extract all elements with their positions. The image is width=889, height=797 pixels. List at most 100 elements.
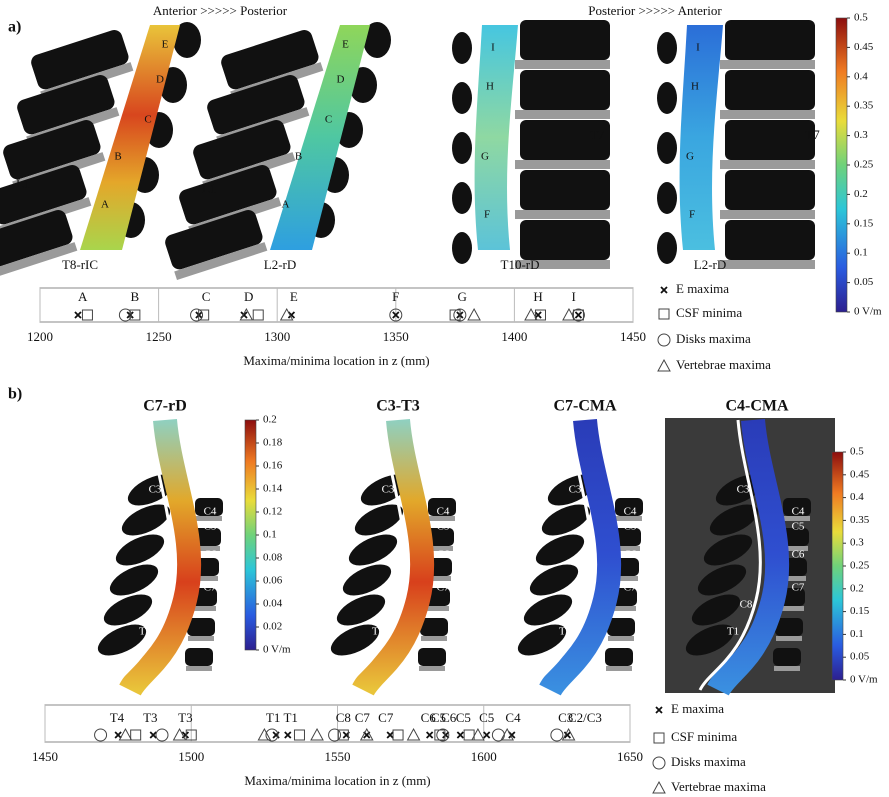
vertebral-body <box>97 624 147 656</box>
posterior-element <box>195 498 223 516</box>
region-marker: F <box>689 209 695 221</box>
colorbar <box>835 17 848 313</box>
level-label: C5 <box>437 521 450 533</box>
spine-image: T7 I H G F <box>452 20 610 269</box>
region-marker: I <box>696 42 700 54</box>
region-marker: H <box>691 81 699 93</box>
x-axis-label: Maxima/minima location in z (mm) <box>243 353 429 368</box>
posterior-element <box>605 648 633 666</box>
marker-triangle <box>524 307 538 321</box>
process <box>657 232 677 264</box>
disk <box>780 576 806 581</box>
spine-image: C3 C4 C5 C6 C7 C8 T1 <box>97 418 223 697</box>
colorbar-tick-label: 0.15 <box>854 217 874 229</box>
marker-triangle <box>239 307 254 321</box>
disk <box>194 546 220 551</box>
dura <box>698 419 762 691</box>
level-annotation: C6 <box>421 710 437 725</box>
marker-square <box>129 309 141 321</box>
vertebral-body <box>529 564 579 596</box>
vertebral-body <box>121 504 171 536</box>
spinal-cord <box>270 25 370 250</box>
level-label: C4 <box>204 506 217 518</box>
level-label: C6 <box>792 549 805 561</box>
process <box>452 232 472 264</box>
disk <box>720 160 815 169</box>
vertebral-body <box>342 564 392 596</box>
region-marker: C <box>144 114 151 126</box>
spinal-cord <box>539 418 622 697</box>
marker-square <box>293 729 305 741</box>
region-marker: H <box>486 81 494 93</box>
marker-triangle <box>279 307 294 321</box>
legend-label: CSF minima <box>671 729 737 744</box>
image-caption: C7-rD <box>143 398 187 415</box>
level-label: T1 <box>559 626 571 638</box>
marker-circle <box>94 728 108 742</box>
vertebra <box>165 209 263 270</box>
colorbar <box>244 419 257 651</box>
vertebra <box>725 20 815 60</box>
marker-circle <box>118 308 132 322</box>
legend-label: Vertebrae maxima <box>671 779 766 794</box>
level-label: T1 <box>727 626 739 638</box>
vertebral-body <box>348 534 398 566</box>
level-annotation: F <box>392 289 399 304</box>
marker-circle <box>265 728 279 742</box>
region-marker: A <box>282 199 290 211</box>
disk <box>174 242 268 281</box>
vertebral-body <box>103 594 153 626</box>
level-annotation: T1 <box>266 710 280 725</box>
level-annotation: G <box>458 289 467 304</box>
spine-image: C3 C4 C5 C6 C7 C8 T1 <box>665 418 835 697</box>
x-tick-label: 1200 <box>27 329 53 344</box>
marker-circle <box>491 728 505 742</box>
disk <box>616 516 642 521</box>
region-marker: C <box>325 114 332 126</box>
level-label: C5 <box>624 521 637 533</box>
image-caption: C7-CMA <box>553 398 617 415</box>
colorbar-tick-label: 0.3 <box>850 537 864 549</box>
vertebra <box>179 164 277 225</box>
marker-triangle <box>172 727 187 741</box>
marker-triangle <box>561 727 576 741</box>
colorbar-tick-label: 0.5 <box>850 446 864 458</box>
level-label: C4 <box>437 506 450 518</box>
colorbar-tick-label: 0.4 <box>850 491 864 503</box>
spine-image: L1 E D C B A <box>0 22 201 281</box>
spine-image: L1 E D C B A <box>165 22 391 281</box>
level-label: C6 <box>204 549 217 561</box>
posterior-element <box>775 618 803 636</box>
colorbar-tick-label: 0.1 <box>854 247 868 259</box>
region-marker: E <box>162 39 169 51</box>
spinal-cord <box>474 25 518 250</box>
vertebral-body <box>115 534 165 566</box>
posterior-element <box>613 528 641 546</box>
marker-triangle <box>562 307 576 321</box>
disk <box>423 606 449 611</box>
disk <box>425 576 451 581</box>
vertebral-body <box>523 594 573 626</box>
marker-cross <box>426 731 434 739</box>
marker-cross <box>149 731 157 739</box>
colorbar-tick-label: 0.05 <box>854 276 874 288</box>
level-label: C3 <box>737 484 750 496</box>
posterior-element <box>773 648 801 666</box>
disk <box>0 242 78 281</box>
region-marker: B <box>295 151 302 163</box>
disk <box>610 606 636 611</box>
vertebra <box>520 20 610 60</box>
image-caption: L2-rD <box>694 257 727 272</box>
vertebra <box>17 74 115 135</box>
colorbar-tick-label: 0.1 <box>850 628 864 640</box>
process <box>452 182 472 214</box>
spine-image: C3 C4 C5 C6 C7 C8 T1 <box>330 418 456 697</box>
level-annotation: C2/C3 <box>568 710 602 725</box>
level-annotation: A <box>78 289 88 304</box>
level-annotation: C3 <box>558 710 573 725</box>
x-tick-label: 1250 <box>146 329 172 344</box>
colorbar-tick-label: 0.15 <box>850 605 870 617</box>
colorbar-tick-label: 0.25 <box>850 560 870 572</box>
x-tick-label: 1600 <box>471 749 497 764</box>
marker-circle <box>190 308 204 322</box>
